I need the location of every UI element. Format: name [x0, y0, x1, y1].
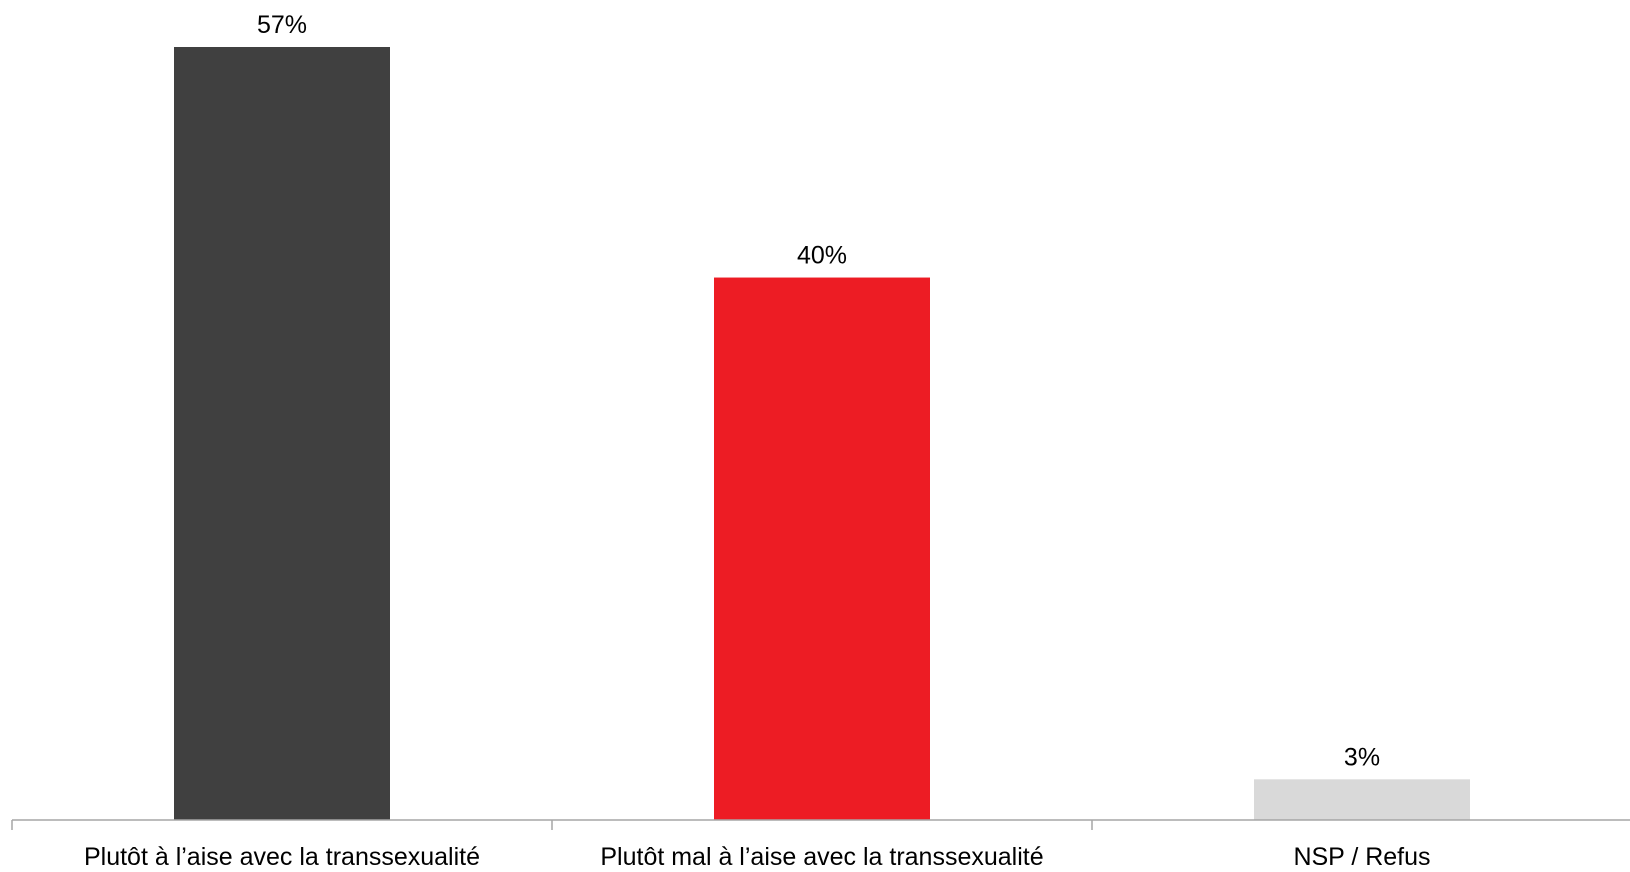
category-label: Plutôt à l’aise avec la transsexualité	[84, 843, 480, 871]
labels-group: 57% Plutôt à l’aise avec la transsexualit…	[84, 11, 1431, 871]
bar-value-label: 40%	[797, 242, 847, 270]
category-label: NSP / Refus	[1293, 843, 1430, 871]
category-label: Plutôt mal à l’aise avec la transsexuali…	[600, 843, 1043, 871]
x-axis	[11, 819, 1630, 830]
bar-3	[1254, 779, 1470, 820]
bar-value-label: 3%	[1344, 743, 1380, 771]
bar-value-label: 57%	[257, 11, 307, 39]
bar-1	[174, 47, 390, 820]
bar-2	[714, 277, 930, 821]
bars-group	[174, 47, 1470, 821]
